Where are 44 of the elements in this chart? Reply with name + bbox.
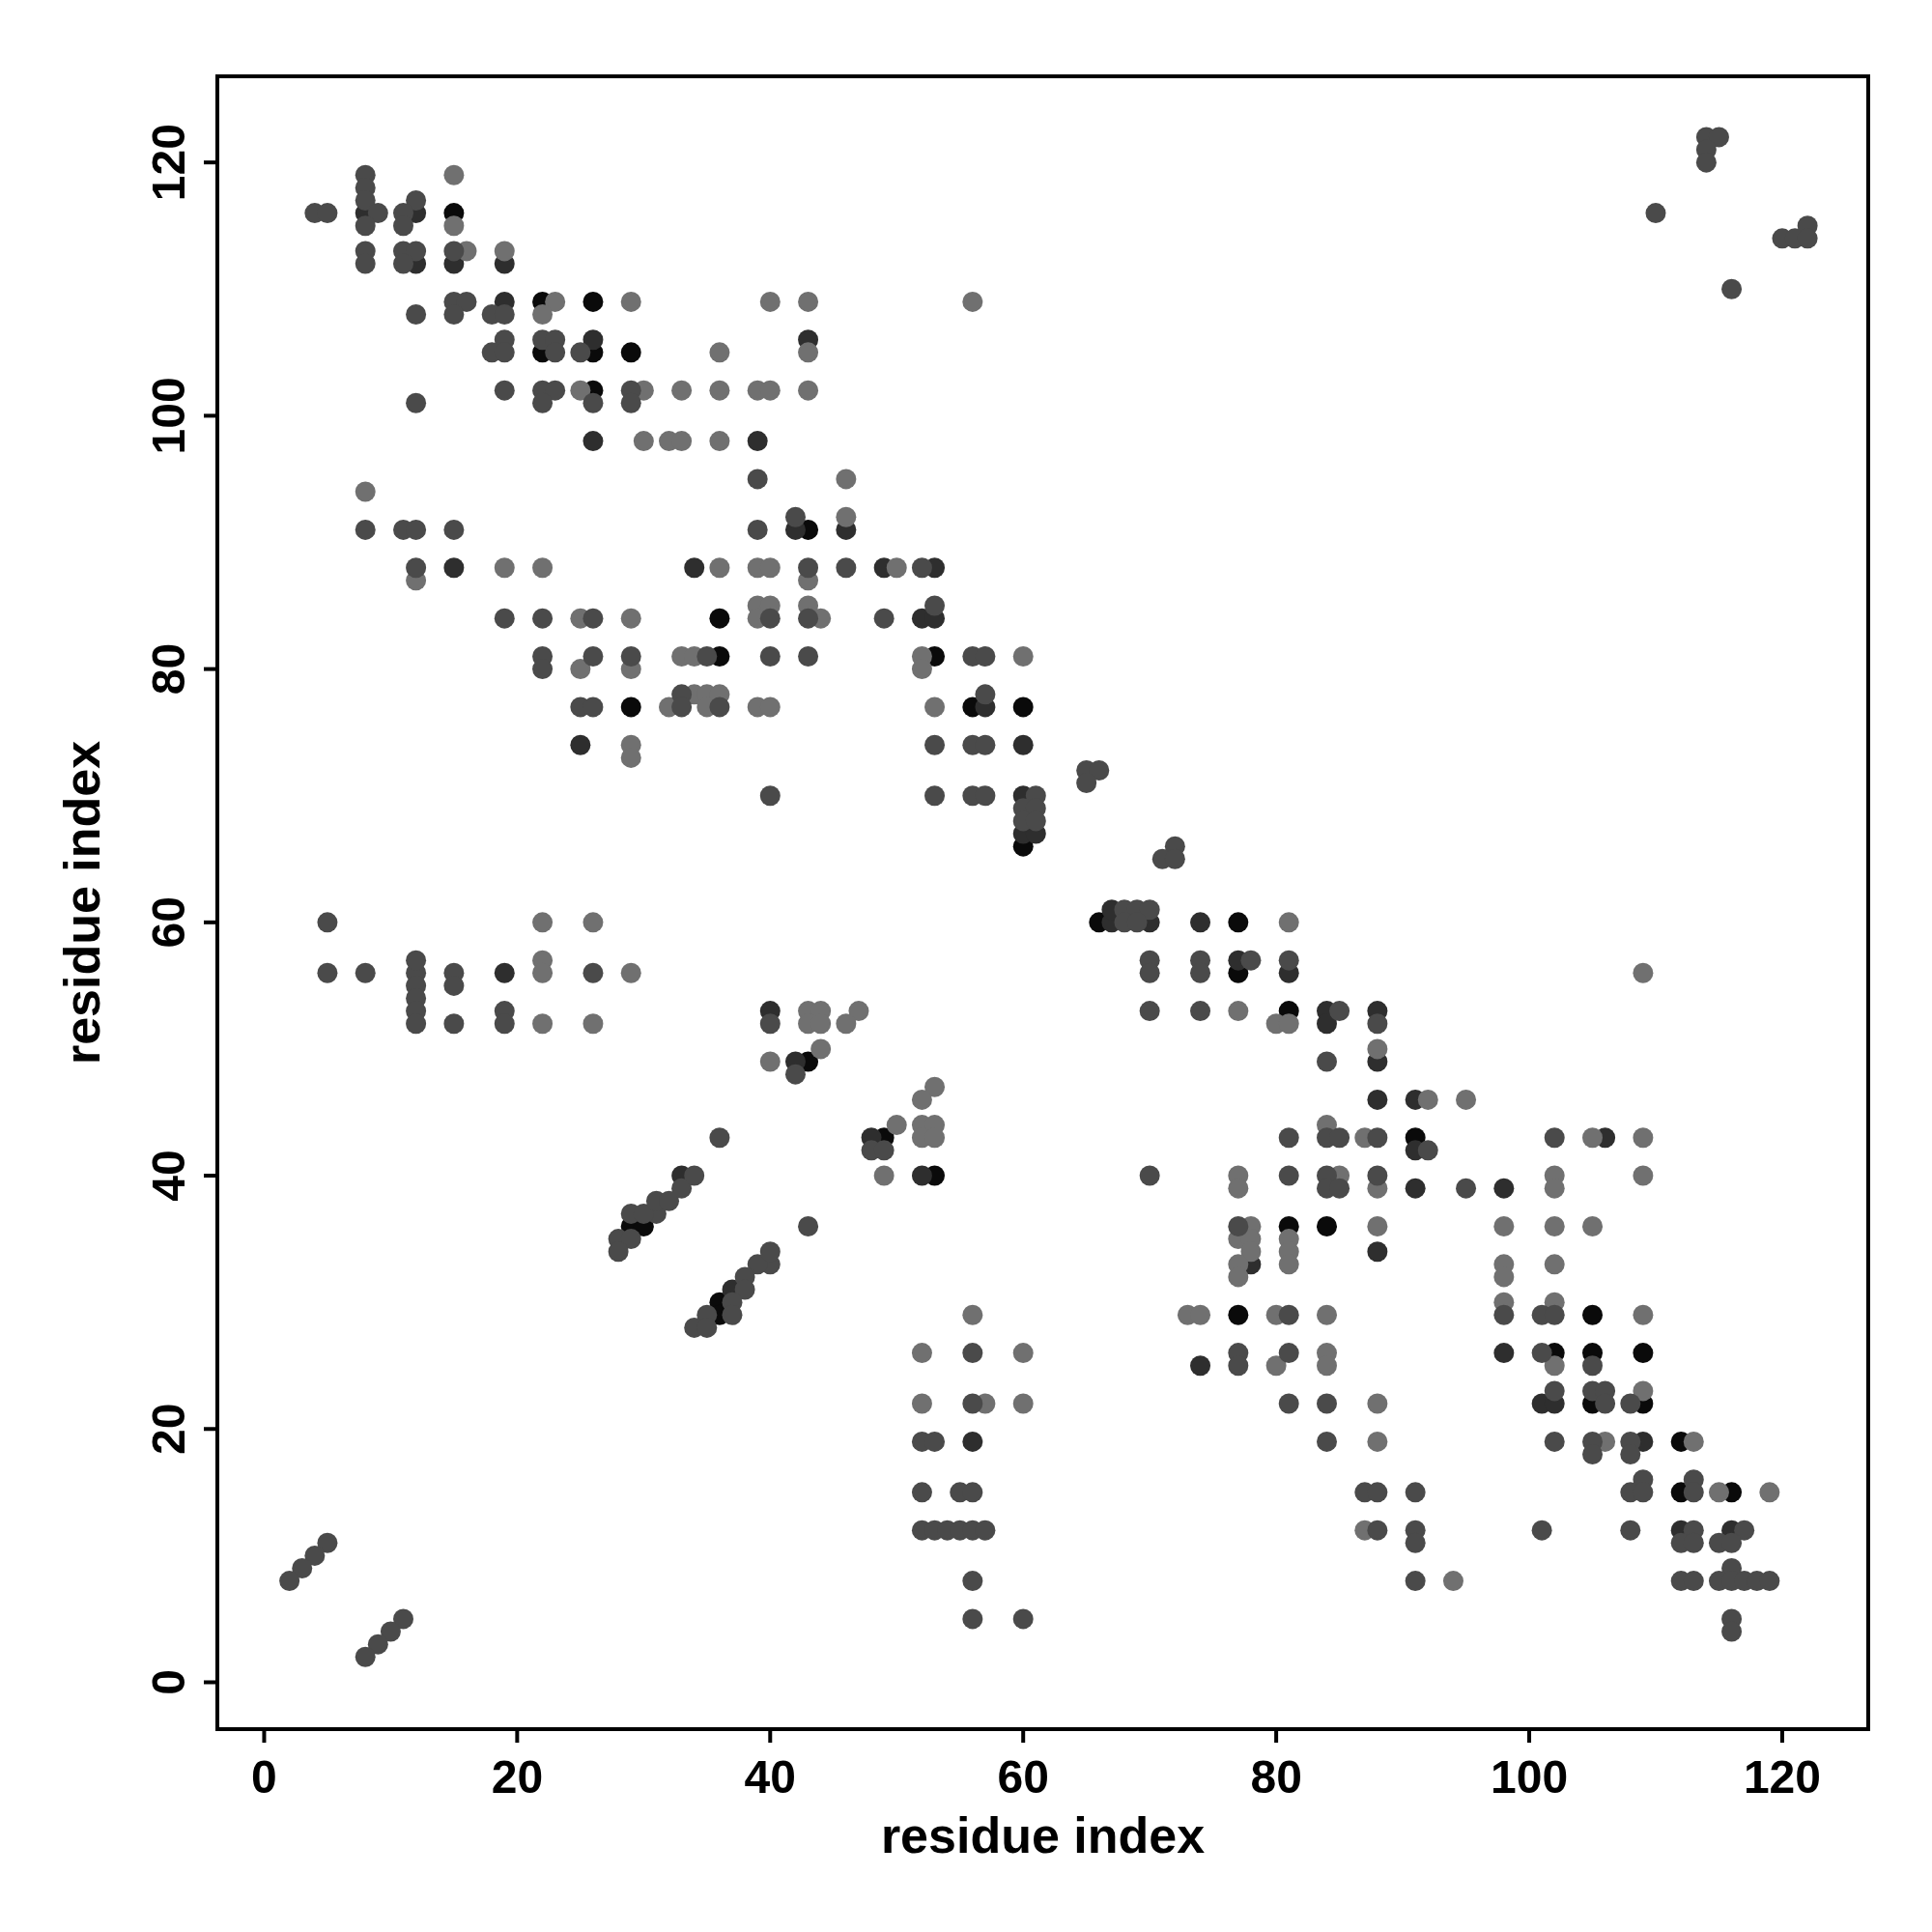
point bbox=[494, 962, 515, 983]
y-axis-title: residue index bbox=[54, 740, 110, 1065]
point bbox=[962, 1431, 983, 1452]
point bbox=[1317, 1215, 1337, 1236]
point bbox=[911, 1165, 932, 1186]
y-tick-label: 120 bbox=[143, 124, 194, 202]
point bbox=[620, 342, 641, 363]
point bbox=[620, 696, 641, 718]
x-axis-title: residue index bbox=[880, 1807, 1206, 1863]
point bbox=[1190, 912, 1211, 933]
x-tick-label: 60 bbox=[997, 1751, 1049, 1803]
y-tick-label: 100 bbox=[143, 377, 194, 455]
point bbox=[1582, 1304, 1604, 1325]
point bbox=[1190, 1355, 1211, 1377]
point bbox=[570, 734, 591, 755]
point bbox=[1012, 734, 1034, 755]
point bbox=[1493, 1343, 1515, 1364]
point bbox=[582, 291, 604, 312]
x-tick-label: 120 bbox=[1743, 1751, 1821, 1803]
point bbox=[1633, 1343, 1654, 1364]
point bbox=[684, 557, 705, 579]
x-tick-label: 80 bbox=[1250, 1751, 1302, 1803]
point bbox=[1012, 696, 1034, 718]
point bbox=[1367, 1089, 1388, 1110]
point bbox=[1367, 1241, 1388, 1263]
point bbox=[1228, 912, 1249, 933]
point bbox=[747, 431, 768, 452]
x-tick-label: 0 bbox=[251, 1751, 277, 1803]
y-tick-label: 20 bbox=[143, 1403, 194, 1455]
point bbox=[1493, 1178, 1515, 1199]
point bbox=[709, 608, 730, 629]
point bbox=[1405, 1178, 1426, 1199]
point bbox=[1317, 1013, 1337, 1035]
point bbox=[443, 557, 465, 579]
y-tick-label: 80 bbox=[143, 642, 194, 696]
x-tick-label: 20 bbox=[491, 1751, 544, 1803]
point bbox=[582, 329, 604, 351]
y-tick-label: 60 bbox=[143, 896, 194, 949]
point bbox=[1228, 1304, 1249, 1325]
y-tick-label: 40 bbox=[143, 1150, 194, 1202]
x-tick-label: 40 bbox=[744, 1751, 796, 1803]
point bbox=[582, 431, 604, 452]
x-tick-label: 100 bbox=[1490, 1751, 1569, 1803]
y-tick-label: 0 bbox=[143, 1669, 194, 1695]
